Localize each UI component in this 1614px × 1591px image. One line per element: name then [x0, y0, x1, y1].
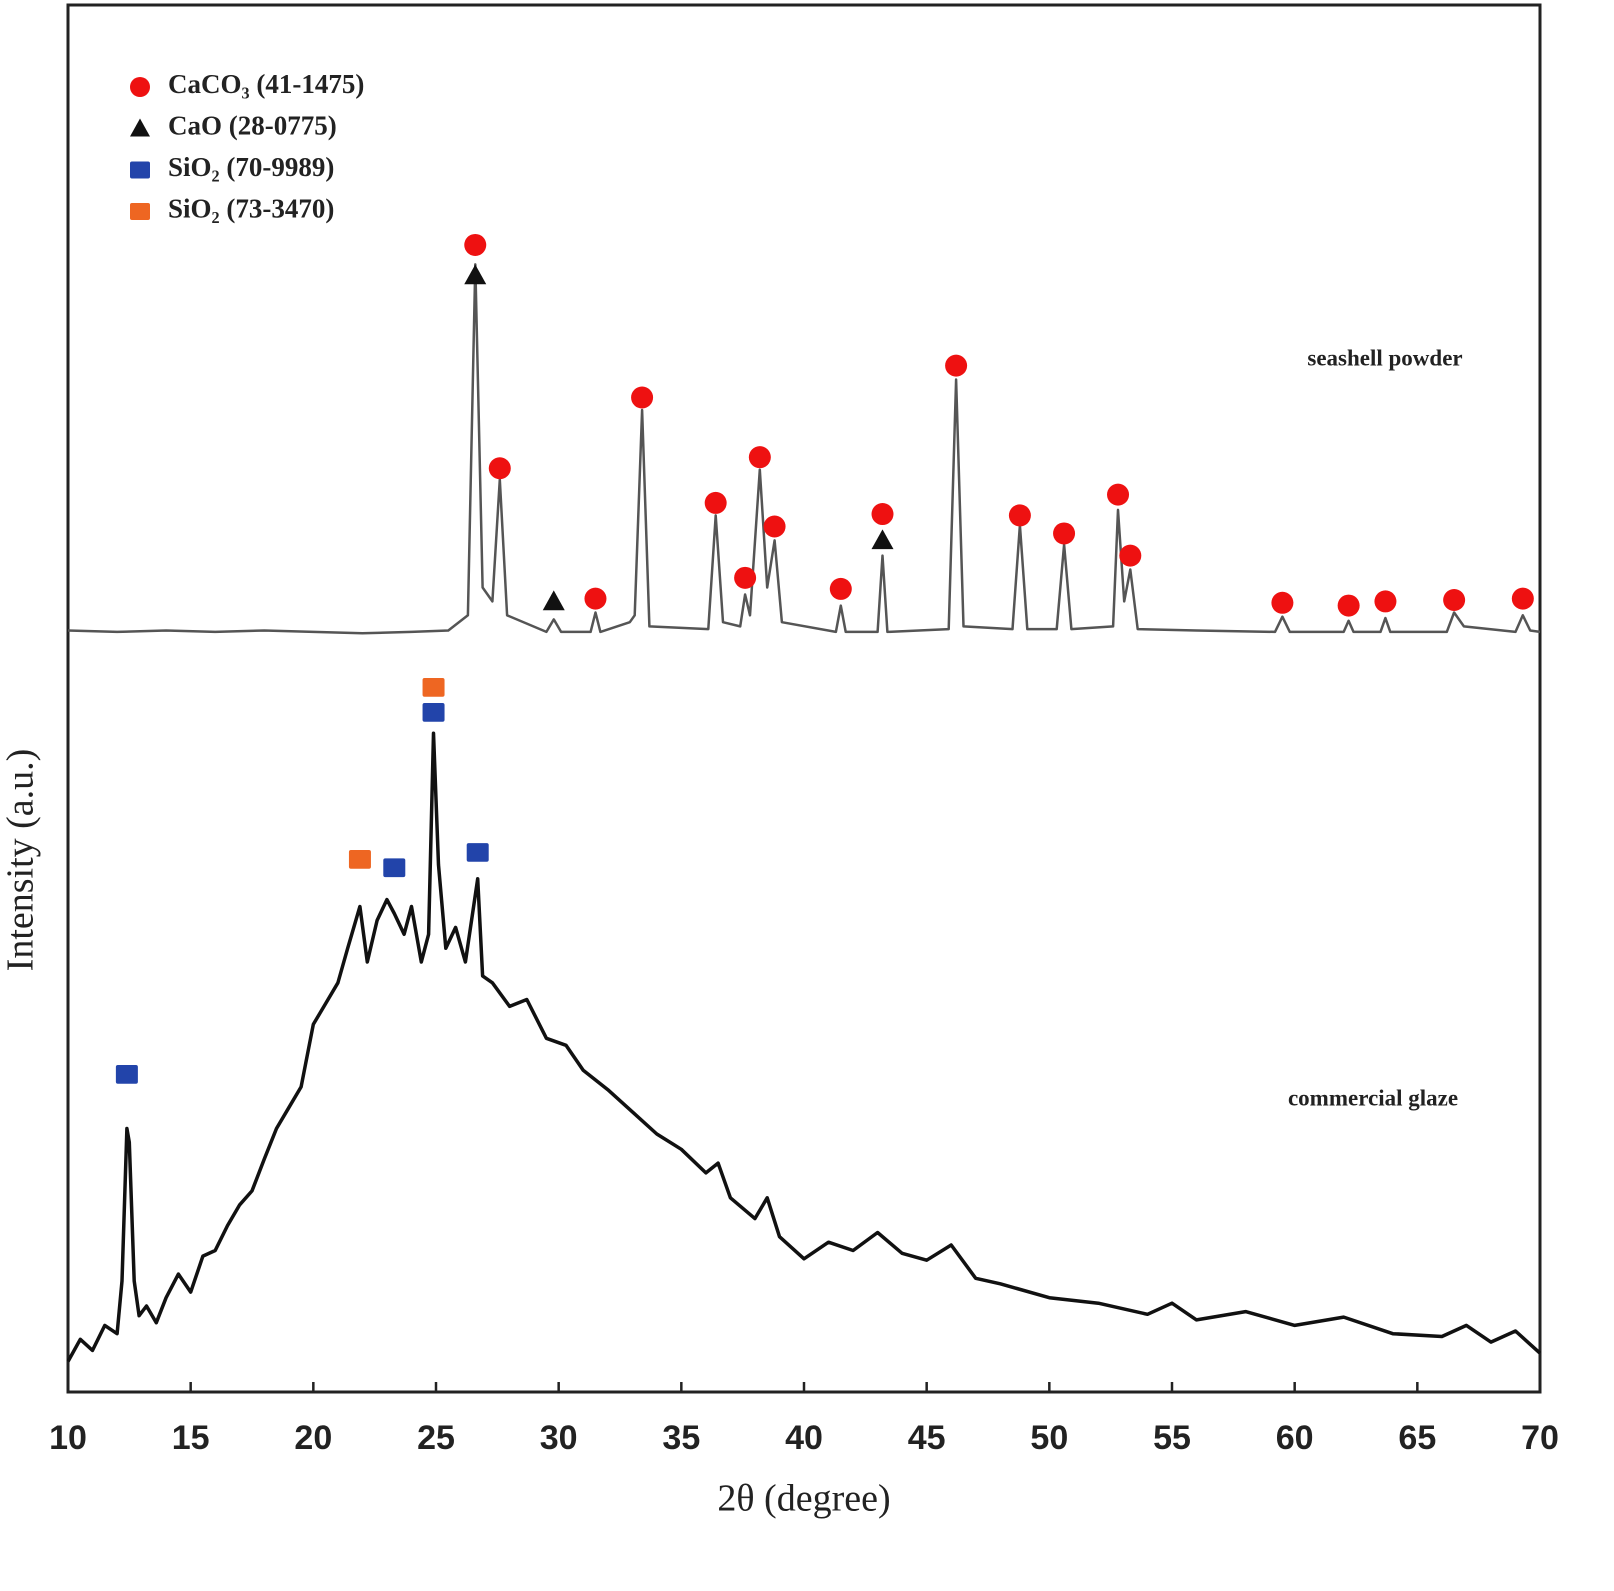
marker	[488, 457, 511, 480]
legend-marker	[130, 118, 150, 137]
marker	[631, 386, 654, 409]
marker	[1374, 590, 1397, 613]
x-tick-label: 55	[1153, 1419, 1191, 1457]
x-tick-label: 35	[662, 1419, 700, 1457]
line-series	[67, 263, 1541, 635]
marker	[422, 703, 445, 722]
legend-label: CaO (28-0775)	[168, 111, 337, 141]
marker	[734, 566, 757, 589]
marker	[763, 515, 786, 538]
marker	[704, 491, 727, 514]
marker	[383, 858, 406, 878]
line-series	[66, 731, 1542, 1363]
legend-label: CaCO₃ (41-1475)	[168, 69, 364, 99]
marker	[871, 503, 894, 526]
x-tick-label: 15	[172, 1419, 210, 1457]
x-axis-label: 2θ (degree)	[717, 1478, 890, 1520]
x-tick-label: 70	[1521, 1419, 1559, 1457]
x-tick-label: 50	[1030, 1419, 1068, 1457]
x-tick-label: 40	[785, 1419, 823, 1457]
marker	[464, 233, 487, 256]
x-tick-label: 45	[908, 1419, 946, 1457]
marker	[945, 354, 968, 377]
marker	[542, 590, 565, 611]
marker	[584, 587, 607, 610]
marker	[422, 678, 445, 697]
x-tick-label: 65	[1398, 1419, 1436, 1457]
series-label: commercial glaze	[1288, 1085, 1458, 1110]
marker	[115, 1065, 138, 1084]
marker	[1271, 591, 1294, 614]
marker	[1107, 483, 1130, 506]
marker	[1337, 594, 1360, 617]
marker	[464, 264, 487, 285]
marker	[748, 446, 771, 469]
marker	[871, 529, 894, 550]
x-tick-label: 60	[1276, 1419, 1314, 1457]
marker	[1008, 504, 1031, 527]
legend-marker	[130, 203, 150, 220]
x-tick-label: 20	[294, 1419, 332, 1457]
marker	[1443, 589, 1466, 612]
y-axis-label: Intensity (a.u.)	[0, 749, 42, 972]
legend-label: SiO₂ (73-3470)	[168, 194, 334, 224]
marker	[466, 843, 489, 862]
marker	[1119, 544, 1142, 567]
legend-marker	[130, 77, 150, 97]
x-tick-label: 30	[540, 1419, 578, 1457]
marker	[1511, 587, 1534, 610]
legend-marker	[130, 161, 150, 179]
marker	[348, 850, 371, 869]
legend-label: SiO₂ (70-9989)	[168, 152, 334, 182]
marker	[829, 577, 852, 600]
series-label: seashell powder	[1307, 345, 1462, 370]
x-tick-label: 25	[417, 1419, 455, 1457]
x-tick-label: 10	[49, 1419, 87, 1457]
marker	[1053, 522, 1076, 545]
